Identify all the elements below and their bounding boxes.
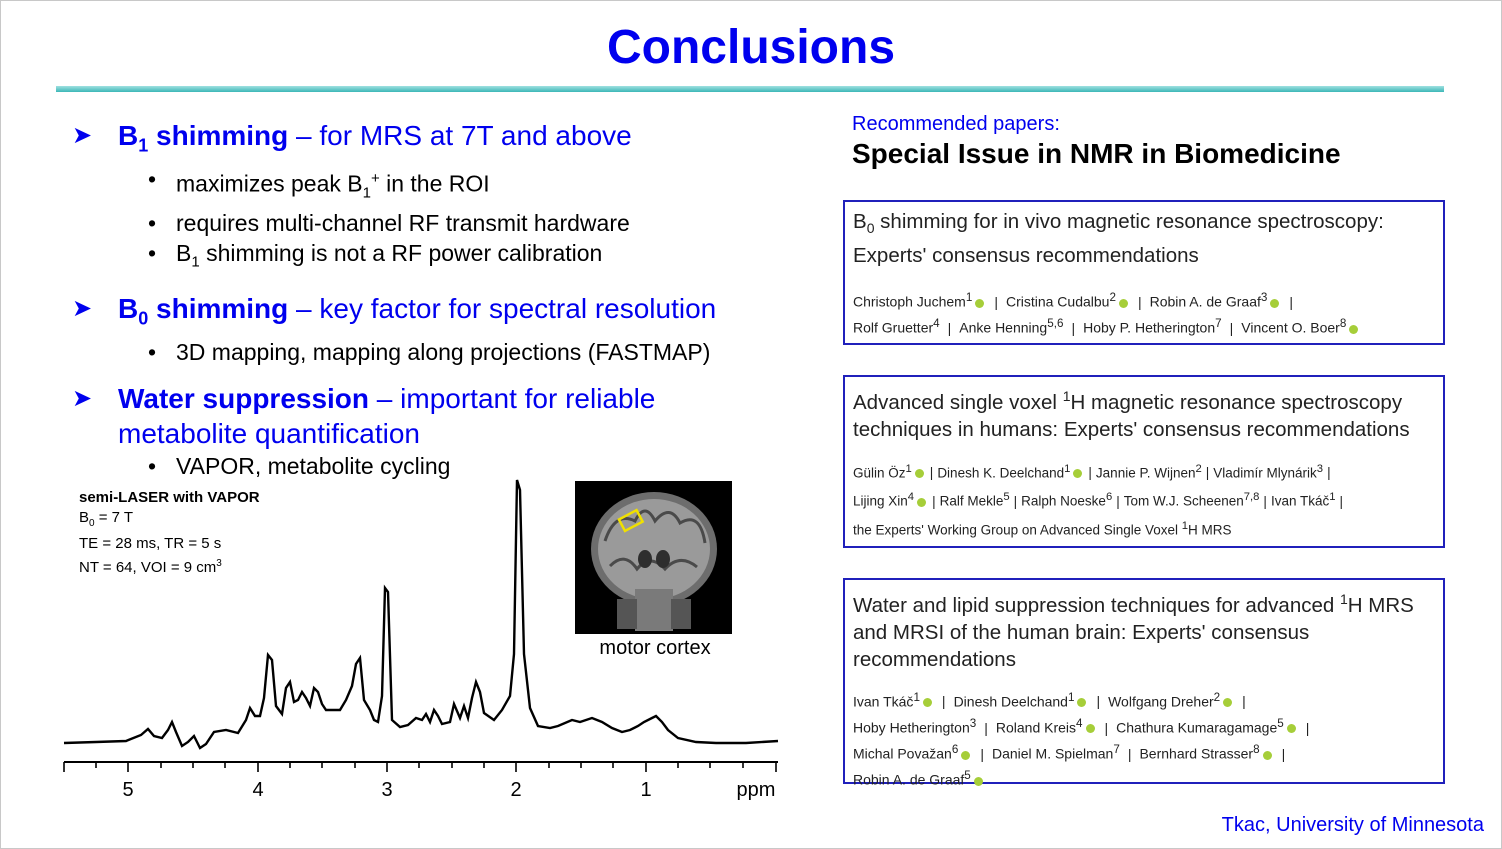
orcid-icon	[975, 298, 985, 308]
ppm-axis-unit: ppm	[737, 779, 776, 801]
orcid-icon	[914, 469, 924, 479]
orcid-icon	[973, 776, 983, 786]
orcid-icon	[1270, 298, 1280, 308]
bullet-water-suppression: ➤ Water suppression – important for reli…	[72, 383, 656, 450]
spectrum-trace	[63, 479, 779, 750]
ppm-tick-1: 1	[640, 779, 651, 801]
paper-title: B0 shimming for in vivo magnetic resonan…	[853, 210, 1384, 268]
orcid-icon	[1262, 750, 1272, 760]
b1-item-calibration: • B1 shimming is not a RF power calibrati…	[148, 239, 603, 271]
spectrum-nt-voi: NT = 64, VOI = 9 cm3	[79, 558, 222, 576]
orcid-icon	[1349, 324, 1359, 334]
bullet-b0-shimming: ➤ B0 shimming – key factor for spectral …	[72, 293, 717, 330]
orcid-icon	[961, 750, 971, 760]
arrow-bullet-icon: ➤	[72, 295, 93, 323]
orcid-icon	[917, 497, 927, 507]
title-rule	[56, 86, 1444, 92]
ppm-axis-ticks	[63, 762, 777, 772]
b1-item-hardware: • requires multi-channel RF transmit hard…	[148, 209, 630, 236]
b0-item-mapping: • 3D mapping, mapping along projections (…	[148, 339, 711, 366]
spectrum-heading: semi-LASER with VAPOR	[79, 489, 260, 506]
paper-title: Advanced single voxel 1H magnetic resona…	[853, 388, 1410, 441]
footer-credit: Tkac, University of Minnesota	[1221, 814, 1484, 836]
orcid-icon	[922, 698, 932, 708]
arrow-bullet-icon: ➤	[72, 385, 93, 413]
bullet-b1-shimming: ➤ B1 shimming – for MRS at 7T and above	[72, 120, 632, 156]
b1-item-peak: • maximizes peak B1+ in the ROI	[148, 165, 490, 201]
ppm-tick-3: 3	[381, 779, 392, 801]
orcid-icon	[1118, 298, 1128, 308]
spectrum-b0: B0 = 7 T	[79, 509, 134, 529]
paper-authors: Christoph Juchem1 | Cristina Cudalbu2 | Robi…	[853, 287, 1435, 339]
orcid-icon	[1077, 698, 1087, 708]
paper-title: Water and lipid suppression techniques f…	[853, 591, 1414, 671]
mri-image	[575, 481, 732, 634]
mrs-spectrum-plot: 5 4 3 2 1 ppm	[63, 479, 779, 801]
orcid-icon	[1286, 724, 1296, 734]
paper-water-lipid-suppression[interactable]: Water and lipid suppression techniques f…	[843, 578, 1445, 788]
spectrum-te-tr: TE = 28 ms, TR = 5 s	[79, 535, 222, 552]
conclusions-list: ➤ B1 shimming – for MRS at 7T and above …	[72, 118, 792, 481]
image-caption: motor cortex	[599, 637, 711, 659]
recommended-title: Special Issue in NMR in Biomedicine	[852, 138, 1341, 169]
paper-single-voxel[interactable]: Advanced single voxel 1H magnetic resona…	[843, 375, 1445, 548]
ppm-tick-5: 5	[122, 779, 133, 801]
water-item-vapor: • VAPOR, metabolite cycling	[148, 453, 451, 480]
recommended-label: Recommended papers:	[852, 113, 1060, 135]
paper-authors: Gülin Öz1 | Dinesh K. Deelchand1 | Jannie P.…	[853, 462, 1343, 538]
spectrum-parameters: semi-LASER with VAPOR B0 = 7 T TE = 28 m…	[79, 488, 260, 578]
ppm-tick-4: 4	[252, 779, 263, 801]
ppm-tick-2: 2	[510, 779, 521, 801]
brain-coronal-icon	[591, 492, 717, 631]
paper-authors: Ivan Tkáč1 | Dinesh Deelchand1 | Wolfgang Dr…	[853, 690, 1310, 788]
orcid-icon	[1223, 698, 1233, 708]
paper-b0-shimming[interactable]: B0 shimming for in vivo magnetic resonan…	[843, 200, 1445, 345]
orcid-icon	[1073, 469, 1083, 479]
arrow-bullet-icon: ➤	[72, 122, 93, 149]
orcid-icon	[1085, 724, 1095, 734]
slide-title: Conclusions	[606, 21, 896, 74]
